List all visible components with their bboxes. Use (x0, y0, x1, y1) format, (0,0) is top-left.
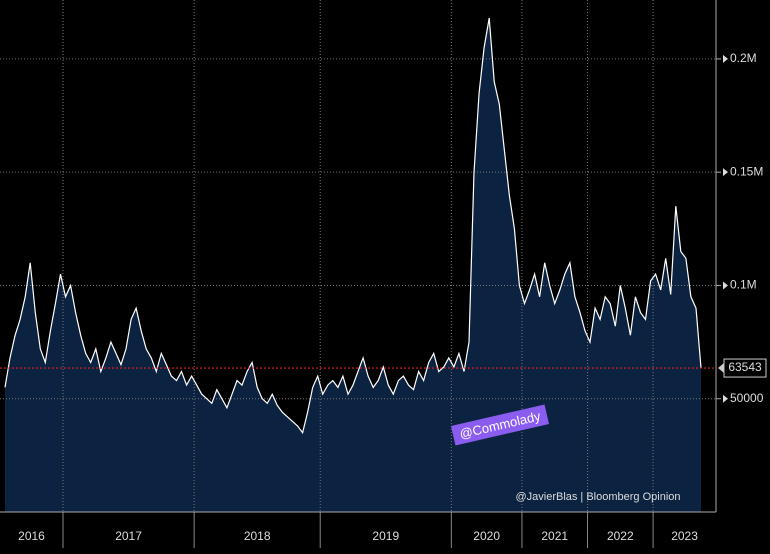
area (5, 18, 701, 512)
x-tick-label: 2022 (607, 529, 634, 543)
x-tick-label: 2018 (244, 529, 271, 543)
x-tick-label: 2019 (372, 529, 399, 543)
y-tick-arrow (723, 394, 728, 403)
watermark-box (450, 404, 550, 446)
x-tick-label: 2020 (473, 529, 500, 543)
source-text: @JavierBlas | Bloomberg Opinion (515, 491, 680, 503)
y-tick-label: 0.1M (730, 278, 757, 292)
y-tick-label: 0.15M (730, 164, 763, 178)
y-tick-arrow (723, 281, 728, 290)
y-tick-label: 0.2M (730, 51, 757, 65)
last-value-label: 63543 (728, 360, 762, 374)
x-tick-label: 2016 (18, 529, 45, 543)
y-tick-label: 50000 (730, 391, 764, 405)
last-value-arrow (718, 363, 724, 374)
y-tick-arrow (723, 54, 728, 63)
y-tick-arrow (723, 168, 728, 177)
x-tick-label: 2017 (115, 529, 142, 543)
x-tick-label: 2021 (541, 529, 568, 543)
line (4, 17, 702, 435)
x-tick-label: 2023 (671, 529, 698, 543)
